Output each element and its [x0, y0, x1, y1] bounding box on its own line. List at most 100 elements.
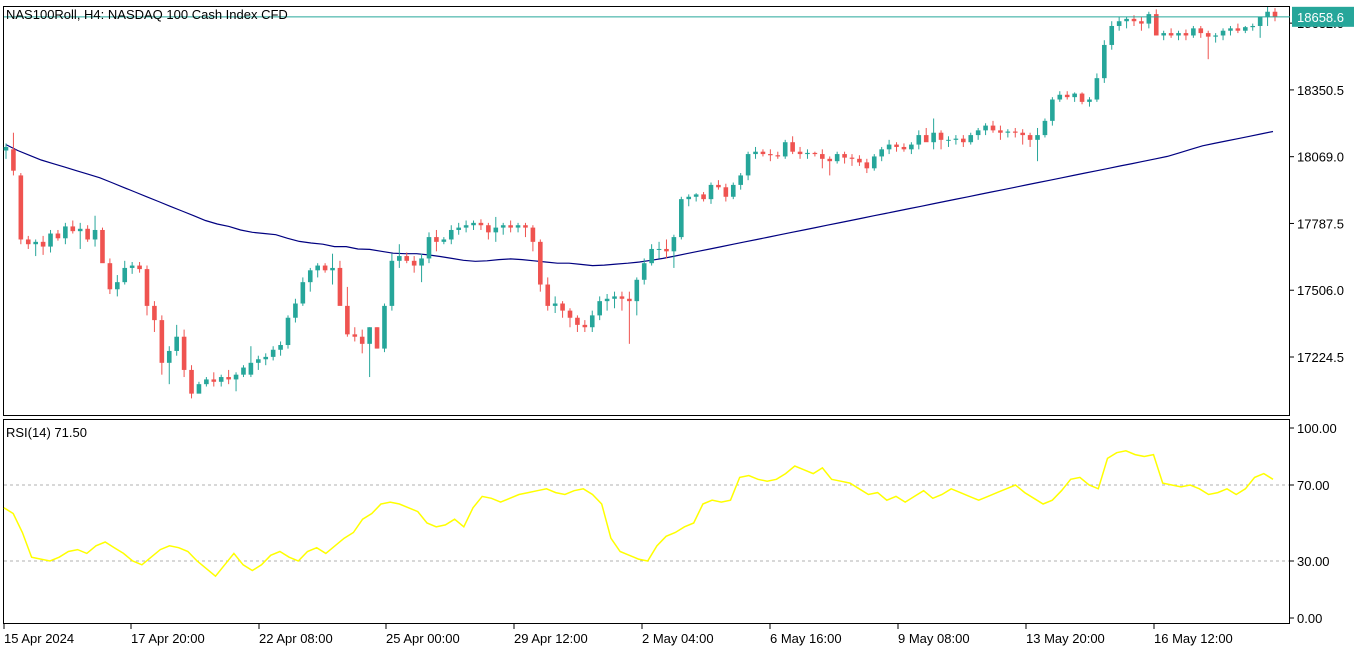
candle: [1087, 97, 1092, 107]
candle: [1235, 23, 1241, 34]
candle: [842, 151, 847, 164]
candle: [1146, 11, 1152, 29]
candle: [582, 320, 588, 332]
candle: [790, 136, 795, 155]
candle: [1079, 92, 1085, 105]
candle: [998, 125, 1003, 140]
candle: [359, 329, 365, 354]
candle: [278, 341, 283, 356]
candle: [241, 365, 246, 378]
candle: [129, 262, 135, 274]
candle: [827, 156, 833, 176]
candle: [857, 155, 862, 166]
candle: [166, 346, 172, 385]
candle: [33, 239, 38, 257]
candle: [471, 220, 476, 230]
time-tick-label: 22 Apr 08:00: [259, 631, 333, 646]
candle: [233, 372, 239, 392]
candle: [397, 244, 402, 268]
time-tick-label: 25 Apr 00:00: [386, 631, 460, 646]
candle: [805, 149, 810, 159]
candle: [975, 127, 981, 140]
time-tick-label: 9 May 08:00: [898, 631, 970, 646]
candle: [92, 215, 98, 247]
candle: [961, 135, 966, 147]
candle: [337, 260, 343, 306]
candle: [1228, 25, 1233, 36]
candle: [374, 327, 380, 349]
candle: [1220, 28, 1226, 41]
candle: [448, 225, 454, 245]
candle: [634, 277, 640, 316]
candle: [753, 146, 758, 159]
candle: [575, 315, 580, 332]
rsi-label: RSI(14) 71.50: [6, 425, 87, 440]
moving-average-layer: [5, 130, 1274, 267]
candle: [909, 142, 914, 155]
candle: [1109, 21, 1115, 50]
candle: [218, 374, 224, 387]
candle: [144, 265, 150, 316]
candle: [70, 220, 76, 234]
candle: [152, 301, 157, 332]
candle: [708, 182, 714, 204]
candle: [256, 355, 261, 370]
candle: [307, 267, 313, 292]
candle: [508, 220, 513, 233]
candle: [782, 139, 788, 159]
candle: [300, 277, 306, 306]
candle: [864, 158, 870, 174]
candle: [315, 263, 320, 278]
current-price-tag: 18658.6: [1292, 6, 1354, 27]
time-tick-label: 6 May 16:00: [770, 631, 842, 646]
rsi-line: [3, 450, 1274, 578]
candle: [1176, 30, 1181, 41]
candle: [946, 136, 951, 147]
candle: [849, 154, 855, 166]
price-tick-label: 18069.0: [1297, 150, 1344, 165]
candle: [1035, 127, 1040, 162]
candle: [204, 377, 209, 387]
candle: [486, 222, 491, 240]
candle: [523, 222, 528, 238]
candle: [990, 120, 996, 133]
candle: [1064, 91, 1070, 100]
rsi-panel[interactable]: [3, 419, 1290, 624]
candle: [389, 253, 395, 311]
candle: [181, 329, 187, 378]
candle: [538, 239, 543, 292]
candle: [434, 229, 439, 252]
candle: [270, 346, 276, 361]
candle: [1205, 30, 1211, 60]
candle: [48, 229, 53, 253]
candle: [916, 130, 922, 150]
time-tick-label: 16 May 12:00: [1154, 631, 1233, 646]
candle: [627, 291, 632, 344]
candle: [174, 324, 179, 356]
candle: [493, 216, 499, 242]
candle: [953, 135, 959, 145]
candle: [923, 127, 929, 143]
candle: [330, 253, 335, 285]
candle: [656, 241, 662, 259]
candle: [1020, 129, 1025, 145]
candle: [285, 315, 291, 349]
candle: [441, 237, 447, 245]
moving-average-line: [5, 130, 1274, 267]
candle: [1027, 132, 1033, 147]
candle: [463, 220, 469, 233]
time-tick-label: 15 Apr 2024: [4, 631, 74, 646]
candle: [322, 263, 328, 273]
candle: [664, 239, 669, 259]
current-price-label: 18658.6: [1297, 10, 1344, 25]
candles-layer: [3, 7, 1278, 399]
candle: [263, 353, 269, 366]
candle: [226, 369, 231, 385]
candle: [500, 222, 506, 235]
candle: [649, 244, 654, 266]
time-tick-label: 29 Apr 12:00: [514, 631, 588, 646]
candle: [1191, 25, 1196, 38]
candle: [619, 291, 625, 311]
price-panel[interactable]: [3, 6, 1290, 416]
candle: [352, 327, 358, 342]
